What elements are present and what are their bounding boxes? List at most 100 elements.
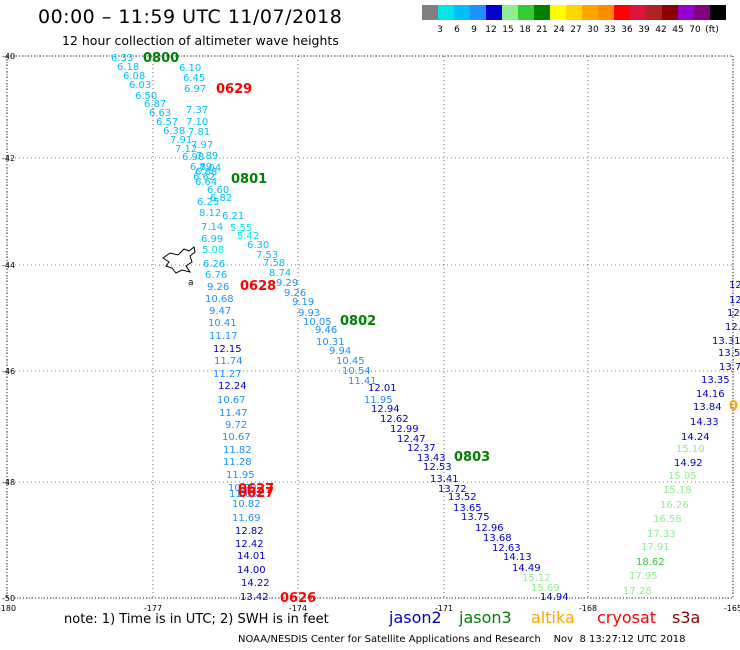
wave-height-value: 12.37 xyxy=(407,443,436,454)
wave-height-value: 10.67 xyxy=(217,395,246,406)
wave-height-value: 6.50 xyxy=(135,91,157,102)
island-shape xyxy=(162,246,196,274)
wave-height-value: 6.38 xyxy=(163,126,185,137)
altimeter-tracks: 6.336.186.086.036.506.876.636.576.387.91… xyxy=(111,53,740,603)
pass-time-label: 0800 xyxy=(143,51,179,66)
latitude-label: -40 xyxy=(2,52,15,61)
wave-height-value: 11.28 xyxy=(223,457,252,468)
latitude-label: -42 xyxy=(2,154,15,163)
wave-height-value: 6.76 xyxy=(205,270,227,281)
wave-height-value: 6.08 xyxy=(123,71,145,82)
wave-height-value: 14.49 xyxy=(512,563,541,574)
wave-height-value: 14.16 xyxy=(696,389,725,400)
wave-height-value: 11.47 xyxy=(219,408,248,419)
wave-height-value: 14.94 xyxy=(540,592,569,603)
wave-height-value: 6.87 xyxy=(144,99,166,110)
wave-height-value: 12. xyxy=(727,308,740,319)
wave-height-value: 11.95 xyxy=(364,395,393,406)
wave-height-value: 13.5 xyxy=(718,348,740,359)
wave-height-value: 9.26 xyxy=(284,288,306,299)
color-scale-label: 27 xyxy=(570,25,582,35)
wave-height-value: 12.53 xyxy=(423,462,452,473)
wave-height-value: 11.82 xyxy=(223,445,252,456)
wave-height-value: 6.97 xyxy=(184,84,206,95)
credit-line: NOAA/NESDIS Center for Satellite Applica… xyxy=(238,634,686,645)
wave-height-value: 14.13 xyxy=(503,552,532,563)
wave-height-value: 10.31 xyxy=(316,337,345,348)
latitude-label: -48 xyxy=(2,478,15,487)
wave-height-value: 5.55 xyxy=(230,223,252,234)
color-scale-swatch xyxy=(422,5,438,20)
color-scale-label: 30 xyxy=(587,25,599,35)
wave-height-value: 7.14 xyxy=(201,222,223,233)
wave-height-value: 13.68 xyxy=(483,533,512,544)
wave-height-value: 6.26 xyxy=(203,259,225,270)
wave-height-value: 14.24 xyxy=(681,432,710,443)
color-scale-swatch xyxy=(550,5,566,20)
color-scale-swatch xyxy=(534,5,550,20)
color-scale-swatch xyxy=(678,5,694,20)
color-scale-swatch xyxy=(566,5,582,20)
color-scale-label: 39 xyxy=(638,25,650,35)
wave-height-value: 16.58 xyxy=(653,514,682,525)
wave-height-value: 9.94 xyxy=(329,346,351,357)
legend-satellite-altika: altika xyxy=(531,608,575,627)
wave-height-value: 12 xyxy=(729,280,740,291)
wave-height-value: 12 xyxy=(729,295,740,306)
pass-time-label: 0627 xyxy=(238,482,274,497)
wave-height-value: 6.62 xyxy=(193,172,215,183)
wave-height-value: 6.18 xyxy=(117,62,139,73)
wave-height-value: 14.22 xyxy=(241,578,270,589)
color-scale-swatch xyxy=(630,5,646,20)
wave-height-value: 15.05 xyxy=(668,471,697,482)
color-scale-swatch xyxy=(614,5,630,20)
color-scale-swatch xyxy=(646,5,662,20)
color-scale-swatch xyxy=(518,5,534,20)
legend-satellite-s3a: s3a xyxy=(672,608,701,627)
wave-height-value: 6.60 xyxy=(207,185,229,196)
wave-height-value: 5.42 xyxy=(237,231,259,242)
wave-height-value: 7.10 xyxy=(186,117,208,128)
wave-height-value: 13.35 xyxy=(701,375,730,386)
wave-height-value: 12.82 xyxy=(235,526,264,537)
wave-height-value: 13.65 xyxy=(453,503,482,514)
wave-height-value: 12.62 xyxy=(380,414,409,425)
color-scale-swatch xyxy=(502,5,518,20)
map-subtitle: 12 hour collection of altimeter wave hei… xyxy=(62,33,339,48)
color-scale-swatch xyxy=(582,5,598,20)
wave-height-value: 7.04 xyxy=(199,163,221,174)
wave-height-value: 14.92 xyxy=(674,458,703,469)
latitude-label: -46 xyxy=(2,367,15,376)
island-label: a xyxy=(188,278,194,288)
pass-time-label: 0629 xyxy=(216,82,252,97)
wave-height-value: 10.82 xyxy=(232,499,261,510)
longitude-label: -168 xyxy=(579,604,597,613)
latitude-label: -44 xyxy=(2,261,15,270)
color-scale-label: 9 xyxy=(471,25,477,35)
wave-height-value: 6.88 xyxy=(195,167,217,178)
color-scale-swatch xyxy=(694,5,710,20)
wave-height-value: 12.6 xyxy=(725,322,740,333)
wave-height-value: 17.28 xyxy=(623,586,652,597)
wave-height-value: 12.01 xyxy=(368,383,397,394)
color-scale-label: (ft) xyxy=(705,25,719,35)
color-scale-swatch xyxy=(598,5,614,20)
wave-height-value: 6.99 xyxy=(201,234,223,245)
wave-height-value: 10.41 xyxy=(208,318,237,329)
wave-height-value: 6.63 xyxy=(149,108,171,119)
wave-height-value: 15.12 xyxy=(522,573,551,584)
wave-height-value: 9.46 xyxy=(315,325,337,336)
wave-height-value: 7.89 xyxy=(196,151,218,162)
wave-height-value: 17.95 xyxy=(629,571,658,582)
wave-height-value: 11.27 xyxy=(213,369,242,380)
pass-time-label: 0803 xyxy=(454,450,490,465)
legend-satellite-jason2: jason2 xyxy=(389,608,442,627)
wave-height-value: 12.42 xyxy=(235,539,264,550)
wave-height-value: 6.89 xyxy=(190,162,212,173)
color-scale-label: 6 xyxy=(454,25,460,35)
wave-height-value: 9.47 xyxy=(209,306,231,317)
wave-height-value: 13.43 xyxy=(417,453,446,464)
pass-time-label: 0801 xyxy=(231,172,267,187)
wave-height-value: 6.10 xyxy=(179,63,201,74)
wave-height-value: 6.64 xyxy=(195,177,217,188)
